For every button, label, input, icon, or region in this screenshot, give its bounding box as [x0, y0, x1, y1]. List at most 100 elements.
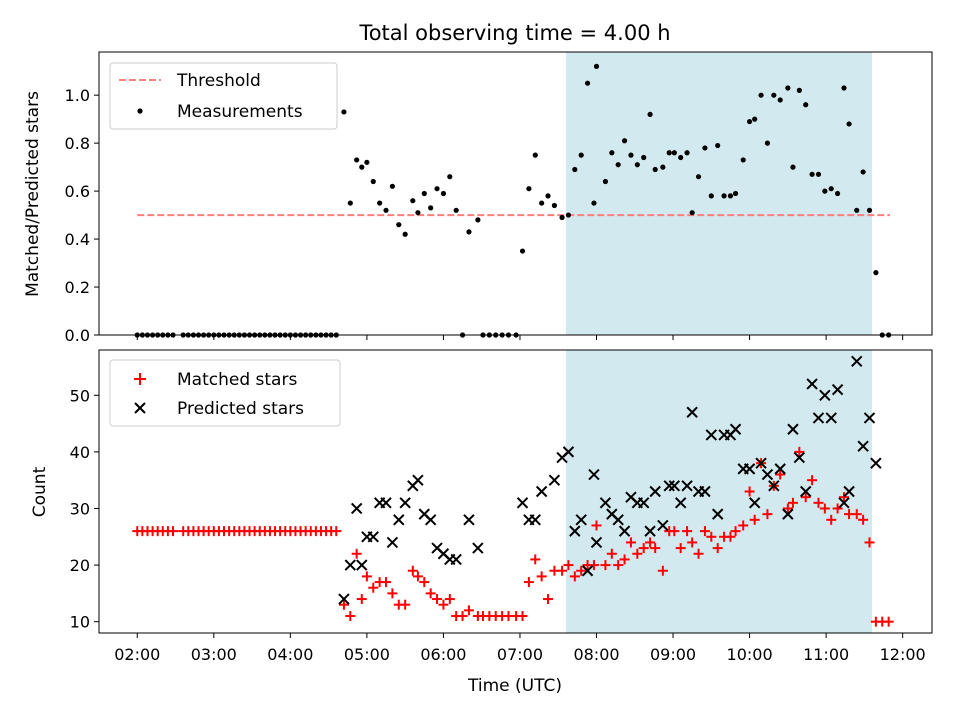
predicted-star-point-72: [843, 485, 855, 498]
matched-star-point-85: [632, 548, 643, 559]
measurement-point-116: [828, 186, 834, 192]
measurement-point-57: [453, 207, 459, 213]
matched-star-point-68: [523, 577, 534, 588]
predicted-star-point-3: [356, 559, 368, 571]
measurement-point-94: [689, 210, 695, 216]
measurement-point-68: [526, 186, 532, 192]
predicted-star-point-58: [755, 457, 767, 469]
measurement-point-67: [519, 248, 526, 254]
measurement-point-80: [602, 178, 609, 185]
matched-star-point-111: [794, 446, 805, 457]
x-tick-label-6: 08:00: [573, 645, 619, 664]
measurement-point-52: [421, 190, 427, 197]
matched-star-point-91: [669, 526, 680, 537]
predicted-star-point-23: [529, 514, 541, 526]
matched-star-point-122: [864, 537, 875, 548]
x-tick-label-4: 06:00: [420, 645, 466, 664]
matched-star-point-100: [725, 531, 736, 542]
predicted-star-point-24: [535, 485, 548, 498]
measurement-point-56: [447, 174, 453, 180]
bottom-y-tick-label-0: 10: [70, 613, 90, 632]
matched-star-point-79: [591, 520, 602, 531]
measurement-point-40: [347, 200, 353, 206]
measurement-point-55: [440, 190, 447, 197]
measurement-point-79: [593, 63, 600, 69]
measurement-point-48: [396, 222, 402, 228]
predicted-star-point-46: [681, 480, 693, 492]
predicted-star-point-5: [367, 531, 379, 543]
matched-star-point-84: [625, 537, 636, 548]
measurement-point-98: [715, 142, 721, 149]
measurement-point-96: [702, 145, 708, 151]
top-y-tick-label-2: 0.4: [65, 230, 90, 249]
predicted-star-point-10: [399, 497, 411, 509]
top-y-tick-label-3: 0.6: [65, 182, 90, 201]
measurement-point-85: [634, 162, 640, 168]
matched-star-point-83: [619, 554, 630, 565]
matched-star-point-101: [730, 526, 741, 537]
measurement-point-107: [771, 92, 777, 98]
predicted-star-point-27: [562, 446, 575, 458]
predicted-star-point-18: [450, 553, 462, 566]
measurement-point-122: [866, 207, 873, 213]
top-legend-measurements-swatch: [137, 108, 143, 114]
predicted-star-point-70: [831, 383, 844, 396]
predicted-star-point-45: [674, 497, 687, 509]
top-y-axis-label: Matched/Predicted stars: [23, 91, 43, 297]
matched-star-point-103: [744, 486, 755, 497]
measurement-point-39: [341, 109, 347, 115]
matched-star-point-115: [819, 503, 830, 514]
matched-star-point-71: [543, 594, 554, 605]
matched-star-point-82: [613, 560, 624, 571]
matched-star-point-76: [576, 565, 587, 576]
measurement-point-76: [578, 152, 584, 158]
matched-star-point-81: [606, 548, 617, 559]
measurement-point-93: [684, 150, 690, 156]
measurement-point-91: [671, 150, 677, 156]
predicted-star-point-43: [663, 480, 675, 492]
matched-star-point-42: [356, 594, 367, 605]
predicted-star-point-14: [424, 514, 437, 526]
chart-title: Total observing time = 4.00 h: [358, 21, 670, 45]
predicted-star-point-2: [350, 502, 363, 515]
matched-star-point-86: [638, 543, 649, 554]
measurement-point-47: [389, 183, 395, 189]
matched-star-point-53: [425, 588, 436, 599]
predicted-star-point-68: [819, 389, 831, 401]
measurement-point-106: [764, 140, 771, 146]
matched-star-point-80: [600, 560, 611, 571]
measurement-point-41: [354, 157, 360, 163]
matched-star-point-102: [738, 520, 749, 531]
measurement-point-74: [565, 212, 572, 218]
predicted-star-point-30: [581, 565, 594, 577]
predicted-star-point-66: [806, 378, 818, 390]
predicted-star-point-25: [548, 474, 561, 486]
x-tick-label-1: 03:00: [191, 645, 237, 664]
x-tick-label-2: 04:00: [267, 645, 313, 664]
predicted-star-point-21: [516, 497, 529, 509]
predicted-star-point-20: [472, 542, 484, 554]
bottom-panel: 10 20 30 40 50 02:00 03:00 04:00 05:00 06:00 07:0…: [30, 349, 933, 696]
predicted-star-point-60: [768, 480, 780, 492]
matched-star-point-41: [351, 548, 362, 559]
predicted-star-point-8: [386, 536, 399, 549]
bottom-legend-matched-label: Matched stars: [177, 370, 297, 390]
top-legend-box: [109, 62, 338, 130]
measurement-point-112: [803, 102, 809, 108]
measurement-point-50: [410, 198, 416, 204]
matched-star-point-73: [557, 565, 568, 576]
matched-star-point-87: [645, 537, 656, 548]
predicted-star-point-31: [588, 468, 600, 481]
measurement-point-77: [584, 80, 591, 86]
matched-star-point-44: [368, 582, 379, 593]
predicted-star-point-73: [851, 355, 863, 368]
measurement-point-51: [415, 210, 421, 216]
measurement-point-105: [758, 92, 764, 98]
measurement-point-75: [572, 166, 578, 173]
measurement-point-59: [466, 229, 472, 235]
x-tick-label-7: 09:00: [650, 645, 696, 664]
predicted-star-point-42: [657, 519, 669, 532]
predicted-star-point-57: [748, 497, 761, 509]
bottom-legend-predicted-label: Predicted stars: [177, 399, 304, 419]
